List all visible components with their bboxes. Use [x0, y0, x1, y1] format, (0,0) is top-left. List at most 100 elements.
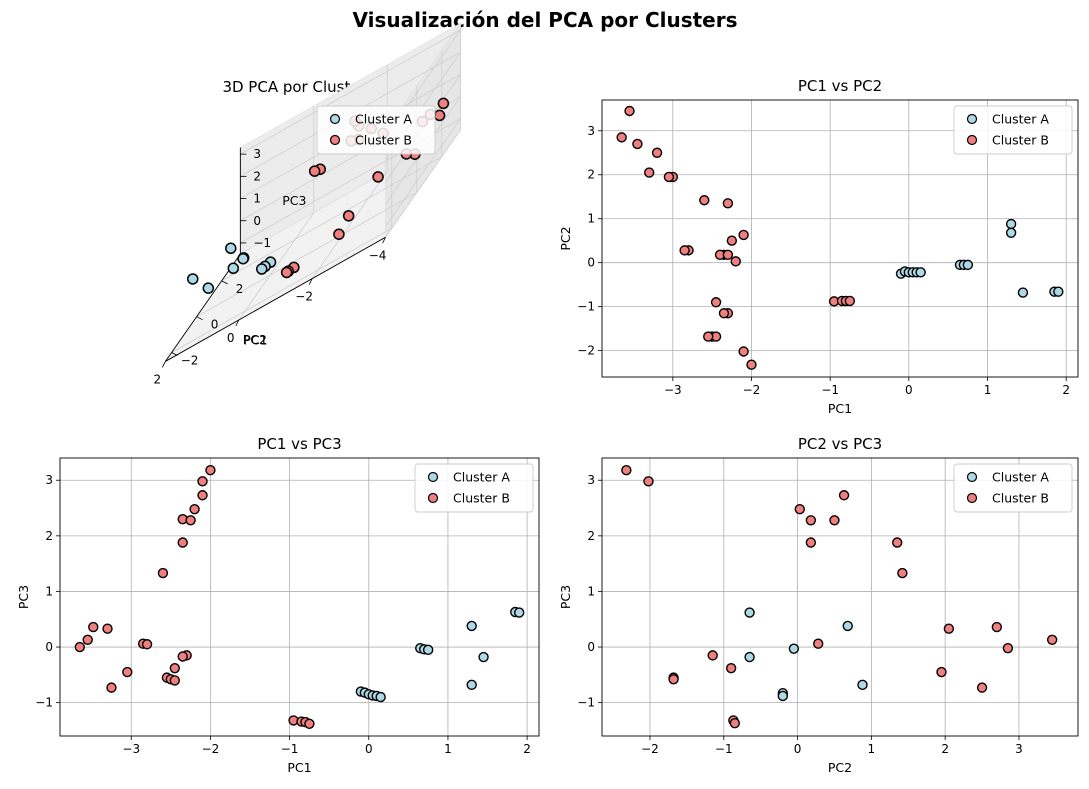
plot-title: PC1 vs PC2: [798, 77, 882, 95]
data-point: [746, 359, 757, 370]
plot-pc1-vs-pc2: PC1 vs PC2 −3 −2 −1 0 1 2 −2 −1 0 1 2 3 PC1 PC2 Cluster…: [558, 77, 1079, 416]
data-point: [106, 682, 117, 693]
data-point: [189, 503, 200, 515]
x-axis-label: PC2: [828, 760, 852, 775]
grid-line-x: [238, 106, 315, 321]
x-tick-mark: [382, 237, 386, 244]
y-tick-label: 1: [587, 584, 595, 598]
y-tick-label: 0: [587, 640, 595, 654]
y-tick-label: 3: [45, 473, 53, 487]
x-tick-label: −1: [281, 742, 299, 756]
y-tick-label: 3: [587, 473, 595, 487]
data-point: [829, 515, 840, 526]
data-point: [805, 515, 817, 526]
x-axis-label: PC1: [287, 760, 311, 775]
data-point: [943, 623, 955, 634]
data-point: [621, 465, 632, 476]
data-point: [651, 147, 663, 158]
legend-box: [414, 463, 534, 513]
data-point: [644, 167, 655, 178]
data-point: [372, 171, 384, 183]
data-point: [237, 252, 249, 265]
data-point: [668, 674, 679, 685]
z-tick-label: 0: [253, 214, 261, 228]
y-axis-label: PC3: [558, 585, 573, 609]
x-tick-label: −3: [122, 742, 140, 756]
y-tick-label: 2: [45, 529, 53, 543]
plot-3d-pca: 3D PCA por Clusters−4−202−202−10123PC1PC…: [154, 22, 461, 386]
x-tick-label: 0: [227, 331, 235, 345]
data-point: [891, 537, 903, 548]
grid-line-z: [240, 118, 461, 244]
z-axis-label: PC3: [282, 193, 306, 208]
legend-box: [953, 105, 1073, 155]
data-point: [813, 638, 824, 649]
y-tick-label: −1: [577, 300, 595, 314]
data-point: [308, 165, 321, 177]
plot-frame: [601, 457, 1079, 737]
grid-line-z: [240, 29, 461, 155]
legend-box: [953, 463, 1073, 513]
z-tick-label: −1: [253, 236, 271, 250]
x-tick-label: −2: [295, 290, 313, 304]
data-point: [915, 267, 926, 278]
data-point: [794, 503, 805, 515]
data-point: [679, 245, 690, 256]
data-point: [227, 262, 240, 275]
data-point: [718, 308, 730, 319]
figure-suptitle: Visualización del PCA por Clusters: [352, 8, 737, 32]
data-point: [729, 718, 741, 729]
x-tick-label: −1: [821, 383, 839, 397]
x-tick-label: 0: [794, 742, 802, 756]
y-tick-label: 1: [587, 212, 595, 226]
y-tick-label: 0: [587, 256, 595, 270]
y-tick-label: 0: [211, 318, 219, 332]
legend-label: Cluster B: [992, 133, 1049, 148]
x-tick-label: 2: [154, 372, 162, 386]
data-point: [177, 651, 188, 662]
data-point: [205, 465, 216, 476]
data-point: [157, 567, 169, 579]
legend-marker: [329, 113, 341, 125]
data-point: [169, 675, 181, 686]
data-point: [844, 295, 856, 307]
legend-label: Cluster A: [992, 112, 1049, 127]
legend-label: Cluster A: [453, 470, 510, 485]
data-point: [1002, 642, 1014, 654]
legend-marker: [966, 113, 978, 125]
y-axis-label: PC3: [16, 585, 31, 609]
data-point: [122, 666, 133, 678]
y-tick-mark: [196, 316, 203, 321]
data-point: [738, 346, 749, 357]
data-point: [197, 476, 208, 487]
legend-label: Cluster B: [992, 491, 1049, 506]
data-point: [74, 641, 85, 653]
x-tick-label: −2: [743, 383, 761, 397]
data-point: [255, 263, 268, 275]
legend-label: Cluster A: [355, 112, 412, 127]
x-tick-label: −3: [664, 383, 682, 397]
data-point: [1005, 218, 1017, 230]
data-point: [333, 228, 345, 240]
data-point: [185, 515, 196, 526]
data-point: [141, 639, 153, 650]
y-tick-label: 2: [236, 282, 244, 296]
x-tick-label: 2: [1062, 383, 1070, 397]
grid-line-x: [311, 64, 388, 279]
data-point: [197, 490, 208, 501]
y-tick-label: 3: [587, 124, 595, 138]
y-axis-label: PC2: [558, 226, 573, 250]
y-tick-label: 1: [45, 584, 53, 598]
grid-line-x: [385, 23, 461, 238]
x-tick-label: 0: [905, 383, 913, 397]
y-axis-line: [164, 253, 241, 362]
legend-marker: [966, 492, 978, 504]
x-tick-label: −2: [641, 742, 659, 756]
legend-marker: [966, 134, 978, 146]
data-point: [842, 620, 853, 632]
x-tick-mark: [161, 361, 166, 368]
data-point: [699, 195, 710, 206]
data-point: [102, 623, 113, 634]
data-point: [838, 490, 850, 501]
